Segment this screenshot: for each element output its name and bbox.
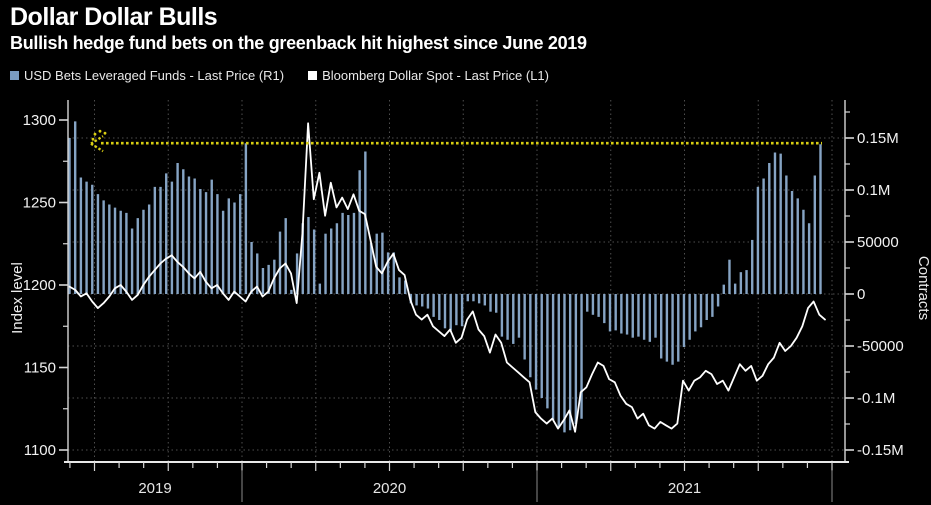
left-axis-tick-label: 1200 [23,277,56,294]
annotation-scribble-dot [103,131,107,135]
dollar-spot-line [68,122,826,433]
right-axis-title: Contracts [915,256,931,320]
right-axis-tick-label: 50000 [857,234,899,251]
left-axis-tick-label: 1100 [24,442,56,459]
legend-item-usd-bets[interactable]: USD Bets Leveraged Funds - Last Price (R… [10,68,284,83]
x-axis-year-label: 2020 [373,480,406,497]
page-title: Dollar Dollar Bulls [10,3,218,31]
left-axis-tick-label: 1150 [24,360,56,377]
right-axis-tick-label: 0.15M [857,130,899,147]
right-axis-tick-label: -50000 [857,338,904,355]
chart-subtitle: Bullish hedge fund bets on the greenback… [10,33,587,53]
chart-legend: USD Bets Leveraged Funds - Last Price (R… [10,68,549,83]
legend-label-usd-bets: USD Bets Leveraged Funds - Last Price (R… [24,68,285,83]
left-axis-tick-label: 1250 [23,195,56,212]
legend-label-dollar-spot: Bloomberg Dollar Spot - Last Price (L1) [322,68,549,83]
right-axis-tick-label: -0.15M [857,442,904,459]
legend-item-dollar-spot[interactable]: Bloomberg Dollar Spot - Last Price (L1) [308,68,549,83]
legend-swatch-line-icon [308,71,318,80]
right-axis-tick-label: -0.1M [857,390,895,407]
annotation-arrowhead [90,142,104,153]
left-axis-tick-label: 1300 [23,112,56,129]
annotation-scribble-dot [91,137,95,141]
x-axis-year-label: 2021 [668,480,701,497]
left-axis-title: Index level [9,262,26,334]
annotation-scribble-dot [93,132,97,136]
right-axis-tick-label: 0 [857,286,865,303]
annotation-scribble-dot [98,129,102,133]
legend-swatch-bars-icon [10,71,19,80]
annotation-arrowhead [90,135,104,145]
x-axis-year-label: 2019 [138,480,171,497]
right-axis-tick-label: 0.1M [857,182,890,199]
